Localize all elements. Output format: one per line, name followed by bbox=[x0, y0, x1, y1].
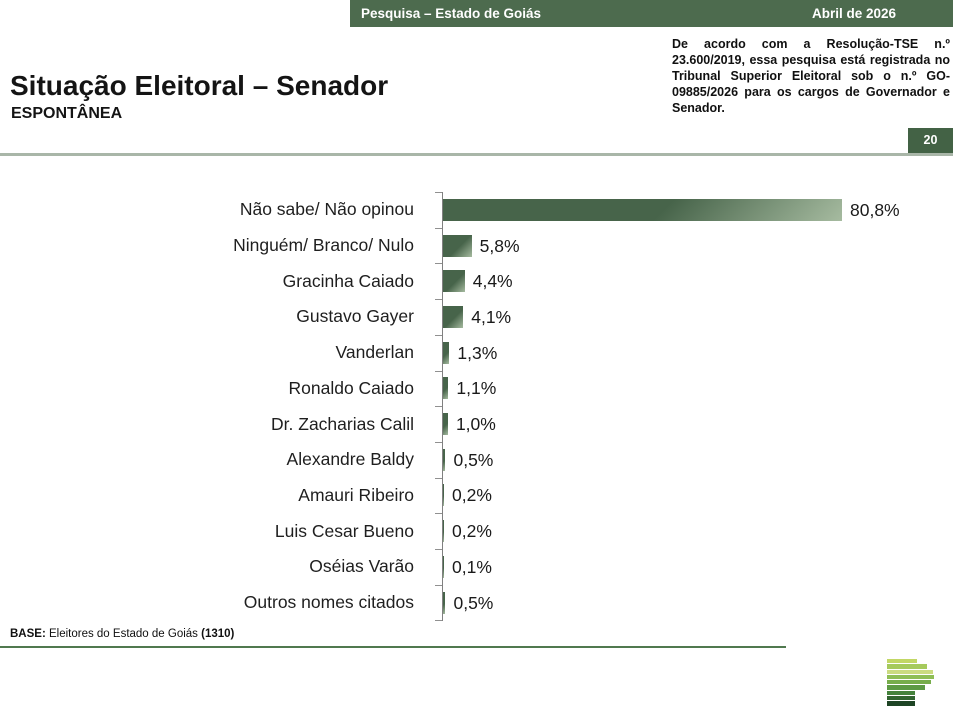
header-bar: Pesquisa – Estado de Goiás Abril de 2026 bbox=[350, 0, 953, 27]
axis-tick bbox=[435, 334, 442, 336]
category-label: Luis Cesar Bueno bbox=[274, 520, 414, 541]
logo-stripe bbox=[887, 680, 931, 685]
category-label: Não sabe/ Não opinou bbox=[239, 199, 414, 220]
axis-tick bbox=[435, 406, 442, 408]
tse-disclaimer: De acordo com a Resolução-TSE n.º 23.600… bbox=[672, 37, 950, 115]
bar bbox=[443, 305, 464, 328]
bar-chart: Não sabe/ Não opinou 80,8% Ninguém/ Branco… bbox=[0, 192, 953, 624]
category-label: Oséias Varão bbox=[309, 556, 414, 577]
category-label: Alexandre Baldy bbox=[286, 449, 414, 470]
bar bbox=[443, 341, 450, 364]
value-label: 0,2% bbox=[452, 485, 492, 506]
axis-tick bbox=[435, 513, 442, 515]
axis-tick bbox=[435, 441, 442, 443]
bar bbox=[443, 591, 446, 614]
page-number-badge: 20 bbox=[908, 128, 953, 153]
logo-stripe bbox=[887, 664, 927, 669]
logo-stripe bbox=[887, 701, 915, 706]
axis-tick bbox=[435, 584, 442, 586]
value-label: 4,1% bbox=[471, 306, 512, 327]
category-label: Ronaldo Caiado bbox=[288, 377, 414, 398]
axis-tick bbox=[435, 192, 442, 193]
page-title: Situação Eleitoral – Senador bbox=[10, 70, 389, 101]
axis-tick bbox=[435, 370, 442, 372]
value-label: 1,0% bbox=[455, 414, 496, 435]
bar bbox=[443, 555, 444, 578]
logo-stripe bbox=[887, 659, 917, 664]
header-date: Abril de 2026 bbox=[811, 6, 896, 21]
axis-tick bbox=[435, 620, 442, 622]
bar bbox=[443, 448, 446, 471]
category-label: Amauri Ribeiro bbox=[298, 484, 414, 505]
value-label: 0,5% bbox=[453, 449, 494, 470]
category-label: Ninguém/ Branco/ Nulo bbox=[233, 235, 414, 256]
axis-tick bbox=[435, 227, 442, 229]
bar bbox=[443, 520, 444, 543]
logo-stripe bbox=[887, 674, 934, 680]
value-label: 0,1% bbox=[452, 556, 492, 577]
page-subtitle: ESPONTÂNEA bbox=[11, 105, 123, 122]
bar bbox=[443, 234, 472, 257]
base-label: BASE: bbox=[10, 628, 46, 640]
chart-axis bbox=[442, 192, 443, 621]
bar bbox=[443, 413, 448, 436]
base-note: BASE: Eleitores do Estado de Goiás (1310… bbox=[10, 628, 234, 640]
axis-tick bbox=[435, 549, 442, 550]
bar bbox=[443, 270, 465, 293]
bar bbox=[443, 377, 449, 400]
header-title: Pesquisa – Estado de Goiás bbox=[361, 6, 542, 21]
axis-tick bbox=[435, 263, 442, 265]
footer-divider bbox=[0, 646, 786, 648]
value-label: 1,3% bbox=[457, 342, 498, 363]
value-label: 5,8% bbox=[479, 235, 520, 256]
value-label: 1,1% bbox=[456, 378, 497, 399]
logo-stripe bbox=[887, 690, 915, 696]
category-label: Vanderlan bbox=[335, 342, 415, 363]
value-label: 0,2% bbox=[452, 521, 492, 542]
axis-tick bbox=[435, 477, 442, 479]
logo-stripe bbox=[887, 669, 933, 674]
company-logo bbox=[887, 659, 934, 707]
logo-stripe bbox=[887, 685, 925, 690]
header-divider bbox=[0, 153, 953, 156]
value-label: 0,5% bbox=[453, 592, 494, 613]
value-label: 80,8% bbox=[850, 199, 900, 220]
bar bbox=[443, 484, 444, 507]
category-label: Outros nomes citados bbox=[243, 592, 414, 613]
category-label: Gustavo Gayer bbox=[296, 306, 414, 327]
bar bbox=[443, 198, 842, 221]
category-label: Dr. Zacharias Calil bbox=[271, 413, 414, 434]
base-text: Eleitores do Estado de Goiás bbox=[45, 628, 202, 640]
category-label: Gracinha Caiado bbox=[282, 270, 414, 291]
logo-stripe bbox=[887, 696, 915, 701]
base-count: (1310) bbox=[201, 628, 235, 640]
value-label: 4,4% bbox=[472, 271, 513, 292]
axis-tick bbox=[435, 299, 442, 301]
